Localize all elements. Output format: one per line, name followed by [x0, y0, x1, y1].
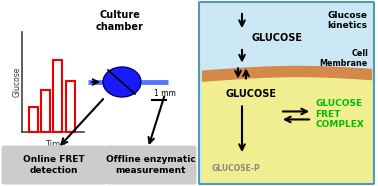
- Text: Glucose: Glucose: [12, 67, 22, 97]
- Text: GLUCOSE-P: GLUCOSE-P: [212, 164, 261, 173]
- Text: Glucose
kinetics: Glucose kinetics: [327, 11, 367, 30]
- Text: Offline enzymatic
measurement: Offline enzymatic measurement: [106, 155, 196, 175]
- Text: GLUCOSE: GLUCOSE: [252, 33, 303, 43]
- Text: Culture
chamber: Culture chamber: [96, 10, 144, 32]
- Text: Time: Time: [45, 140, 65, 149]
- Ellipse shape: [103, 67, 141, 97]
- Text: Online FRET
detection: Online FRET detection: [23, 155, 85, 175]
- Bar: [29, 107, 38, 132]
- Bar: [53, 60, 62, 132]
- FancyBboxPatch shape: [105, 145, 197, 185]
- Bar: [41, 90, 50, 132]
- Bar: [66, 81, 75, 132]
- Text: Cell
Membrane: Cell Membrane: [320, 49, 368, 68]
- Text: 1 mm: 1 mm: [154, 89, 176, 98]
- FancyBboxPatch shape: [199, 2, 374, 184]
- Text: GLUCOSE
FRET
COMPLEX: GLUCOSE FRET COMPLEX: [315, 100, 364, 129]
- Text: GLUCOSE: GLUCOSE: [225, 89, 276, 100]
- FancyBboxPatch shape: [2, 145, 107, 185]
